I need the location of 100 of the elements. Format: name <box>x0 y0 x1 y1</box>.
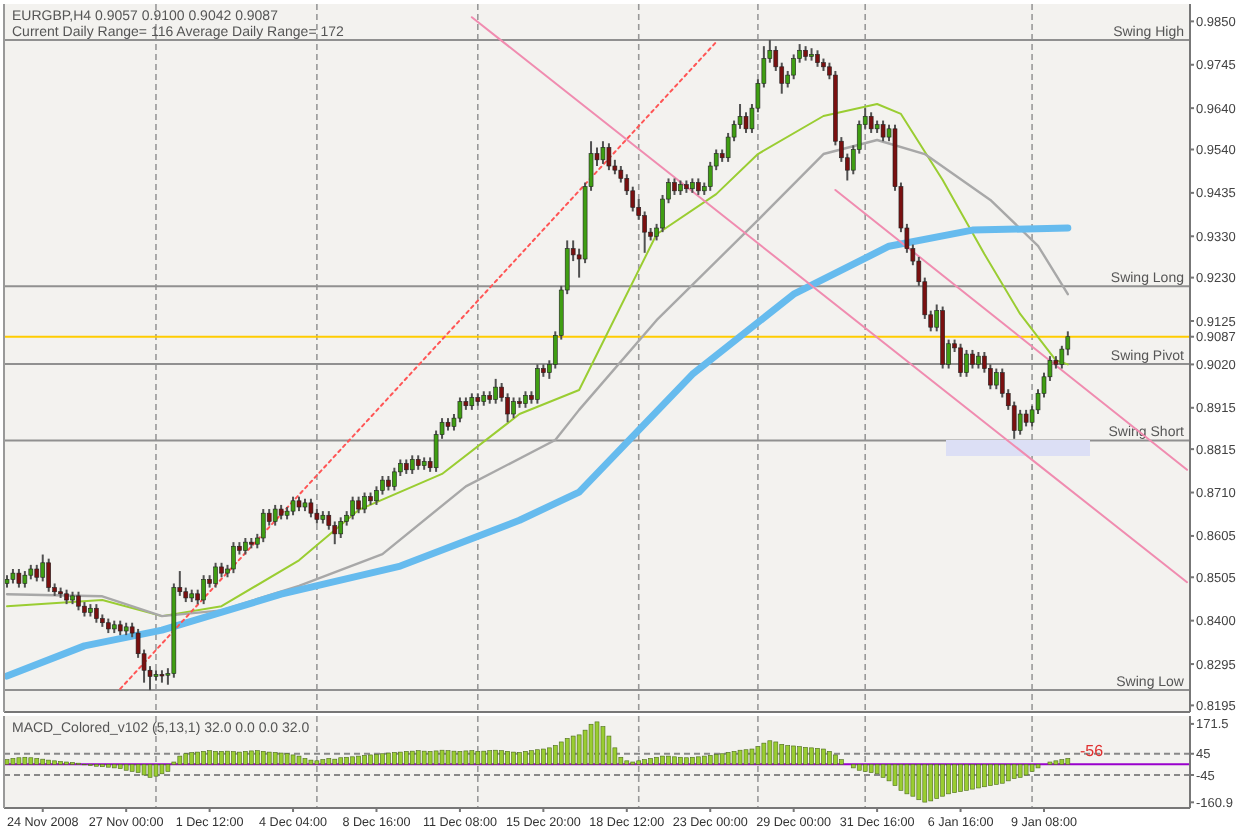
bar <box>707 755 713 765</box>
bar <box>445 750 451 765</box>
bar <box>874 764 880 775</box>
candlestick <box>40 553 46 583</box>
candlestick <box>880 119 886 143</box>
bar <box>690 756 695 765</box>
candlestick <box>231 541 236 575</box>
bar <box>964 764 969 791</box>
bar <box>666 755 671 765</box>
bar <box>451 750 457 765</box>
bar <box>463 750 469 765</box>
bar <box>713 754 719 765</box>
bar <box>374 754 379 765</box>
bar <box>564 738 570 765</box>
bar <box>1005 764 1011 782</box>
bar <box>469 750 475 765</box>
bar <box>320 759 326 765</box>
bar <box>839 759 844 765</box>
bar <box>719 753 725 765</box>
bar <box>213 751 218 765</box>
bar <box>821 748 826 765</box>
bar <box>386 752 391 765</box>
bar <box>761 742 767 765</box>
candlestick <box>272 503 278 527</box>
bar <box>654 756 659 765</box>
bar <box>487 750 493 765</box>
bar <box>558 741 564 765</box>
candlestick <box>535 363 540 405</box>
bar <box>177 755 183 765</box>
bar <box>827 751 832 765</box>
bar <box>225 750 230 765</box>
bar <box>856 764 862 771</box>
candlestick <box>362 491 367 515</box>
candlestick <box>213 561 218 589</box>
bar <box>350 756 355 765</box>
bar <box>1023 764 1029 776</box>
bar <box>141 764 147 776</box>
bar <box>201 751 206 765</box>
bar <box>934 764 940 799</box>
bar <box>398 751 403 765</box>
bar <box>797 746 802 765</box>
bar <box>153 764 159 777</box>
candlestick <box>606 142 612 172</box>
candlestick <box>260 508 266 544</box>
bar <box>994 764 999 785</box>
bar <box>356 755 361 765</box>
bar <box>916 764 922 801</box>
candlestick <box>970 348 975 370</box>
candlestick <box>392 466 397 492</box>
bar <box>743 749 749 765</box>
bar <box>547 747 552 765</box>
bar <box>433 750 439 765</box>
bar <box>326 758 332 765</box>
bar <box>725 752 731 765</box>
bar <box>475 751 481 765</box>
bar <box>517 752 522 765</box>
candlestick <box>743 111 749 134</box>
bar <box>833 754 838 765</box>
bar <box>880 764 886 778</box>
bar <box>523 751 528 765</box>
bar <box>660 755 665 765</box>
bar <box>898 764 904 791</box>
bar <box>344 756 349 765</box>
bar <box>415 750 421 765</box>
candlestick <box>350 495 355 521</box>
bar <box>296 755 302 765</box>
bar <box>28 757 34 765</box>
bar <box>284 753 290 765</box>
candlestick <box>16 567 22 589</box>
bar <box>684 757 689 765</box>
bar <box>928 764 934 802</box>
bar <box>731 751 737 765</box>
bar <box>749 748 755 765</box>
candlestick <box>457 396 463 424</box>
bar <box>40 758 46 765</box>
bar <box>129 764 135 772</box>
bar <box>767 740 773 765</box>
bar <box>290 754 296 765</box>
bar <box>999 764 1005 784</box>
candlestick <box>409 454 415 475</box>
bar <box>147 764 153 778</box>
bar <box>189 752 195 765</box>
bar <box>421 750 427 765</box>
bar <box>1059 759 1065 765</box>
bar <box>785 745 791 765</box>
bar <box>380 753 385 765</box>
bar <box>576 734 582 765</box>
candlestick <box>600 140 606 165</box>
candlestick <box>958 342 963 378</box>
candlestick <box>511 396 516 420</box>
bar <box>392 752 397 765</box>
candlestick <box>76 590 81 612</box>
bar <box>457 751 463 765</box>
bar <box>594 721 600 765</box>
bar <box>481 750 487 765</box>
bar <box>493 749 498 765</box>
bar <box>862 764 868 772</box>
bar <box>403 751 409 765</box>
bar <box>10 758 16 765</box>
candlestick <box>994 367 999 391</box>
